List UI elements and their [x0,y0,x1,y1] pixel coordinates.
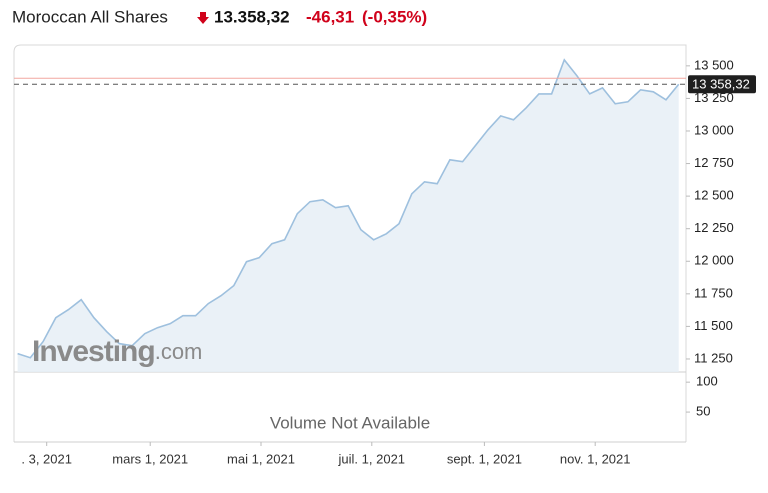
x-tick-label: sept. 1, 2021 [447,451,522,466]
x-tick-label: juil. 1, 2021 [338,451,406,466]
chart-title: Moroccan All Shares [12,7,168,26]
y-tick-label: 13 500 [694,57,734,72]
y-tick-label: 11 500 [694,318,733,333]
watermark-brand: Investing [32,335,155,368]
watermark: Investing.com [32,335,202,368]
x-tick-label: nov. 1, 2021 [560,451,631,466]
change-percent: (-0,35%) [362,7,427,26]
y-tick-label: 12 000 [694,253,734,268]
y-tick-label: 13 250 [694,90,734,105]
y-tick-label: 12 500 [694,188,734,203]
x-tick-label: mai 1, 2021 [227,451,295,466]
y-tick-label: 13 000 [694,122,734,137]
x-tick-label: mars 1, 2021 [112,451,188,466]
y-tick-label: 11 250 [694,350,733,365]
watermark-suffix: .com [155,339,203,364]
price-line [17,58,680,359]
down-arrow-icon [197,12,209,24]
volume-tick-label: 50 [696,404,710,419]
panel-border [13,44,687,442]
y-tick-label: 11 750 [694,285,733,300]
change: -46,31 [306,7,354,26]
y-tick-label: 12 250 [694,220,734,235]
volume-tick-label: 100 [696,374,718,389]
volume-message: Volume Not Available [270,413,430,432]
x-tick-label: . 3, 2021 [21,451,72,466]
area-fill [17,59,679,373]
last-value-label: 13 358,32 [692,77,750,92]
last-value-box [688,75,756,94]
price: 13.358,32 [214,7,290,26]
y-tick-label: 12 750 [694,155,734,170]
